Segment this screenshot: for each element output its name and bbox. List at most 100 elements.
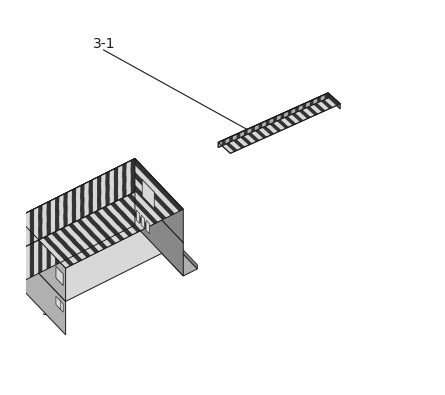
Polygon shape [93,177,97,213]
Polygon shape [222,139,238,152]
Polygon shape [68,190,120,243]
Polygon shape [288,109,303,122]
Polygon shape [89,179,141,232]
Polygon shape [126,209,198,276]
Polygon shape [55,196,59,232]
Text: 3-2: 3-2 [42,226,65,240]
Polygon shape [122,196,175,249]
Polygon shape [21,213,26,248]
Polygon shape [34,207,38,242]
Polygon shape [131,192,183,245]
Polygon shape [110,169,162,222]
Polygon shape [101,173,154,226]
Polygon shape [38,238,42,273]
Polygon shape [244,129,247,136]
Polygon shape [101,207,154,260]
Polygon shape [259,122,274,135]
Polygon shape [266,119,282,132]
Polygon shape [17,192,183,301]
Polygon shape [142,179,154,209]
Polygon shape [277,115,280,121]
Polygon shape [247,128,263,140]
Polygon shape [255,124,271,137]
Polygon shape [270,118,273,124]
Polygon shape [146,220,150,234]
Polygon shape [310,100,326,112]
Polygon shape [131,158,183,211]
Polygon shape [64,226,116,278]
Polygon shape [240,131,244,137]
Polygon shape [251,126,255,133]
Polygon shape [72,188,76,223]
Polygon shape [291,108,307,120]
Polygon shape [59,228,64,263]
Polygon shape [280,113,296,125]
Polygon shape [51,198,55,234]
Polygon shape [310,100,313,106]
Polygon shape [118,198,122,233]
Polygon shape [93,211,97,246]
Polygon shape [85,182,89,217]
Polygon shape [273,116,277,123]
Polygon shape [42,203,95,256]
Polygon shape [76,219,129,272]
Polygon shape [324,93,340,105]
Polygon shape [126,161,179,213]
Polygon shape [17,248,70,301]
Polygon shape [131,192,135,227]
Polygon shape [51,198,103,251]
Polygon shape [80,184,85,219]
Polygon shape [280,113,284,119]
Polygon shape [251,126,267,138]
Polygon shape [118,198,171,251]
Polygon shape [126,194,179,247]
Polygon shape [110,202,162,255]
Polygon shape [42,236,95,289]
Polygon shape [76,219,80,255]
Polygon shape [89,179,93,215]
Polygon shape [218,141,222,147]
Polygon shape [131,158,135,194]
Polygon shape [9,209,149,284]
Polygon shape [97,175,101,211]
Polygon shape [244,129,259,142]
Polygon shape [218,141,234,153]
Polygon shape [101,207,105,242]
Polygon shape [34,240,87,293]
Polygon shape [284,111,300,124]
Polygon shape [303,103,318,115]
Polygon shape [59,228,112,280]
Polygon shape [34,240,38,276]
Polygon shape [97,175,150,228]
Polygon shape [122,163,126,198]
Polygon shape [56,266,63,286]
Polygon shape [101,173,105,209]
Polygon shape [105,171,110,207]
Polygon shape [259,122,262,129]
Polygon shape [89,213,93,248]
Polygon shape [38,205,91,258]
Polygon shape [26,211,78,264]
Polygon shape [118,165,171,218]
Text: 3-1: 3-1 [93,38,116,51]
Polygon shape [317,96,333,109]
Polygon shape [58,299,63,312]
Polygon shape [93,211,146,263]
Polygon shape [226,137,229,144]
Polygon shape [313,98,317,105]
Polygon shape [114,167,118,202]
Polygon shape [64,192,116,245]
Polygon shape [141,215,145,229]
Polygon shape [105,171,158,224]
Polygon shape [218,93,340,153]
Polygon shape [114,200,166,253]
Polygon shape [122,163,175,216]
Polygon shape [72,221,76,257]
Polygon shape [141,205,198,269]
Polygon shape [76,186,129,239]
Polygon shape [80,217,85,252]
Polygon shape [284,111,288,118]
Polygon shape [303,103,306,109]
Polygon shape [72,221,125,274]
Polygon shape [266,119,270,126]
